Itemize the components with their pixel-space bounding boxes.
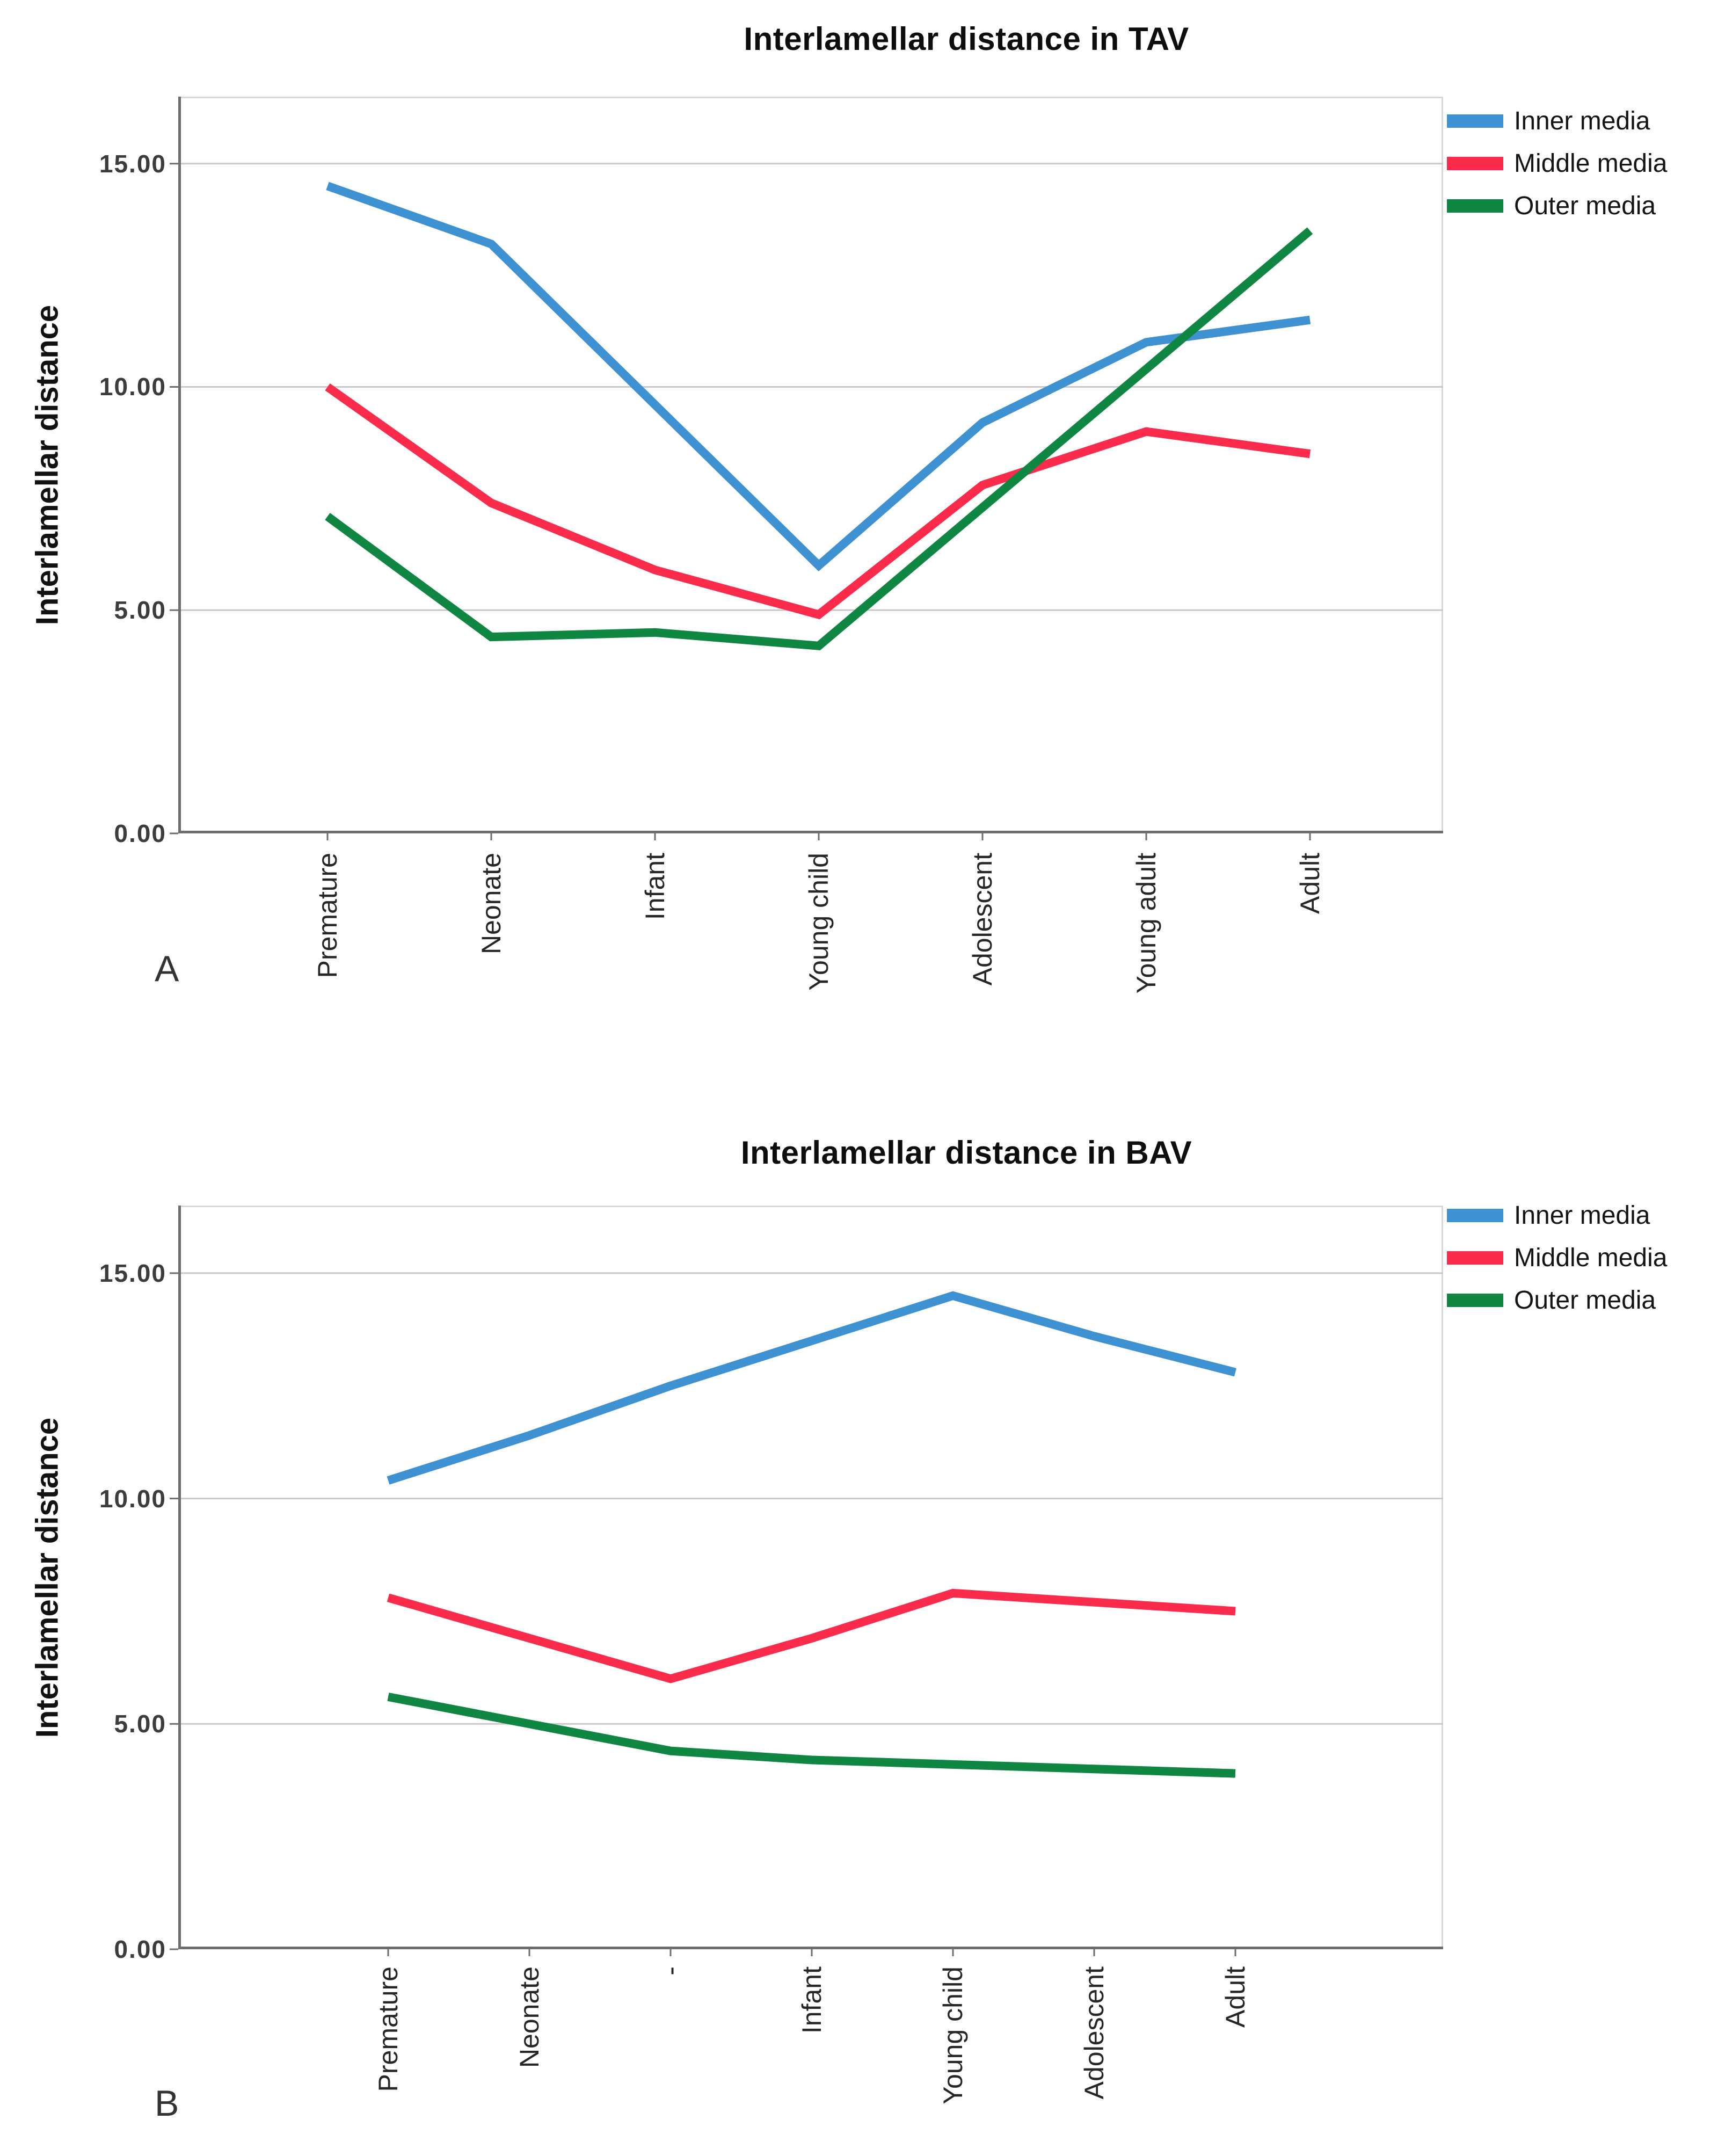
y-tick-label-5-00: 5.00 — [114, 1710, 166, 1738]
legend-swatch-middle-media — [1447, 1251, 1503, 1265]
legend-label-outer-media: Outer media — [1514, 191, 1656, 220]
y-tick-label-5-00: 5.00 — [114, 596, 166, 625]
legend-item-inner-media: Inner media — [1447, 1199, 1650, 1232]
legend-label-outer-media: Outer media — [1514, 1286, 1656, 1315]
legend-item-outer-media: Outer media — [1447, 1283, 1656, 1317]
chart-title-bav: Interlamellar distance in BAV — [740, 1135, 1192, 1171]
series-line-inner-media — [387, 1291, 1236, 1485]
plot-area-tav — [170, 97, 1443, 840]
legend-label-inner-media: Inner media — [1514, 106, 1650, 135]
legend-swatch-outer-media — [1447, 199, 1503, 213]
series-line-outer-media — [387, 1693, 1236, 1778]
y-tick-label-0-00: 0.00 — [114, 1935, 166, 1963]
plot-area-bav — [170, 1206, 1443, 1956]
y-tick-label-10-00: 10.00 — [99, 1484, 166, 1513]
x-tick-label-neonate: Neonate — [514, 1966, 544, 2068]
legend-swatch-middle-media — [1447, 156, 1503, 170]
legend-swatch-inner-media — [1447, 1208, 1503, 1222]
legend-item-outer-media: Outer media — [1447, 189, 1656, 222]
panel-letter-a: A — [155, 948, 179, 989]
chart-title-tav: Interlamellar distance in TAV — [744, 21, 1189, 57]
legend-item-middle-media: Middle media — [1447, 147, 1667, 180]
legend-label-middle-media: Middle media — [1514, 149, 1668, 178]
legend-item-middle-media: Middle media — [1447, 1241, 1667, 1274]
legend-swatch-inner-media — [1447, 114, 1503, 128]
legend-label-inner-media: Inner media — [1514, 1201, 1650, 1230]
series-line-inner-media — [326, 182, 1311, 571]
legend-swatch-outer-media — [1447, 1293, 1503, 1307]
x-tick-label-infant: Infant — [797, 1966, 827, 2034]
series-line-middle-media — [325, 383, 1311, 620]
y-tick-label-15-00: 15.00 — [99, 1259, 166, 1287]
x-tick-label-adult: Adult — [1220, 1966, 1250, 2028]
panel-letter-b: B — [155, 2083, 179, 2124]
x-tick-label-blank: - — [656, 1966, 686, 1976]
x-tick-label-adolescent: Adolescent — [1079, 1966, 1109, 2100]
y-tick-label-0-00: 0.00 — [114, 819, 166, 847]
legend-label-middle-media: Middle media — [1514, 1243, 1668, 1272]
y-axis-title-bav: Interlamellar distance — [30, 1417, 65, 1738]
x-tick-label-premature: Premature — [373, 1966, 403, 2092]
series-line-outer-media — [325, 227, 1313, 651]
legend-item-inner-media: Inner media — [1447, 104, 1650, 137]
x-tick-label-young-child: Young child — [938, 1966, 968, 2104]
series-line-middle-media — [387, 1588, 1236, 1683]
y-tick-label-10-00: 10.00 — [99, 373, 166, 401]
y-tick-label-15-00: 15.00 — [99, 149, 166, 178]
